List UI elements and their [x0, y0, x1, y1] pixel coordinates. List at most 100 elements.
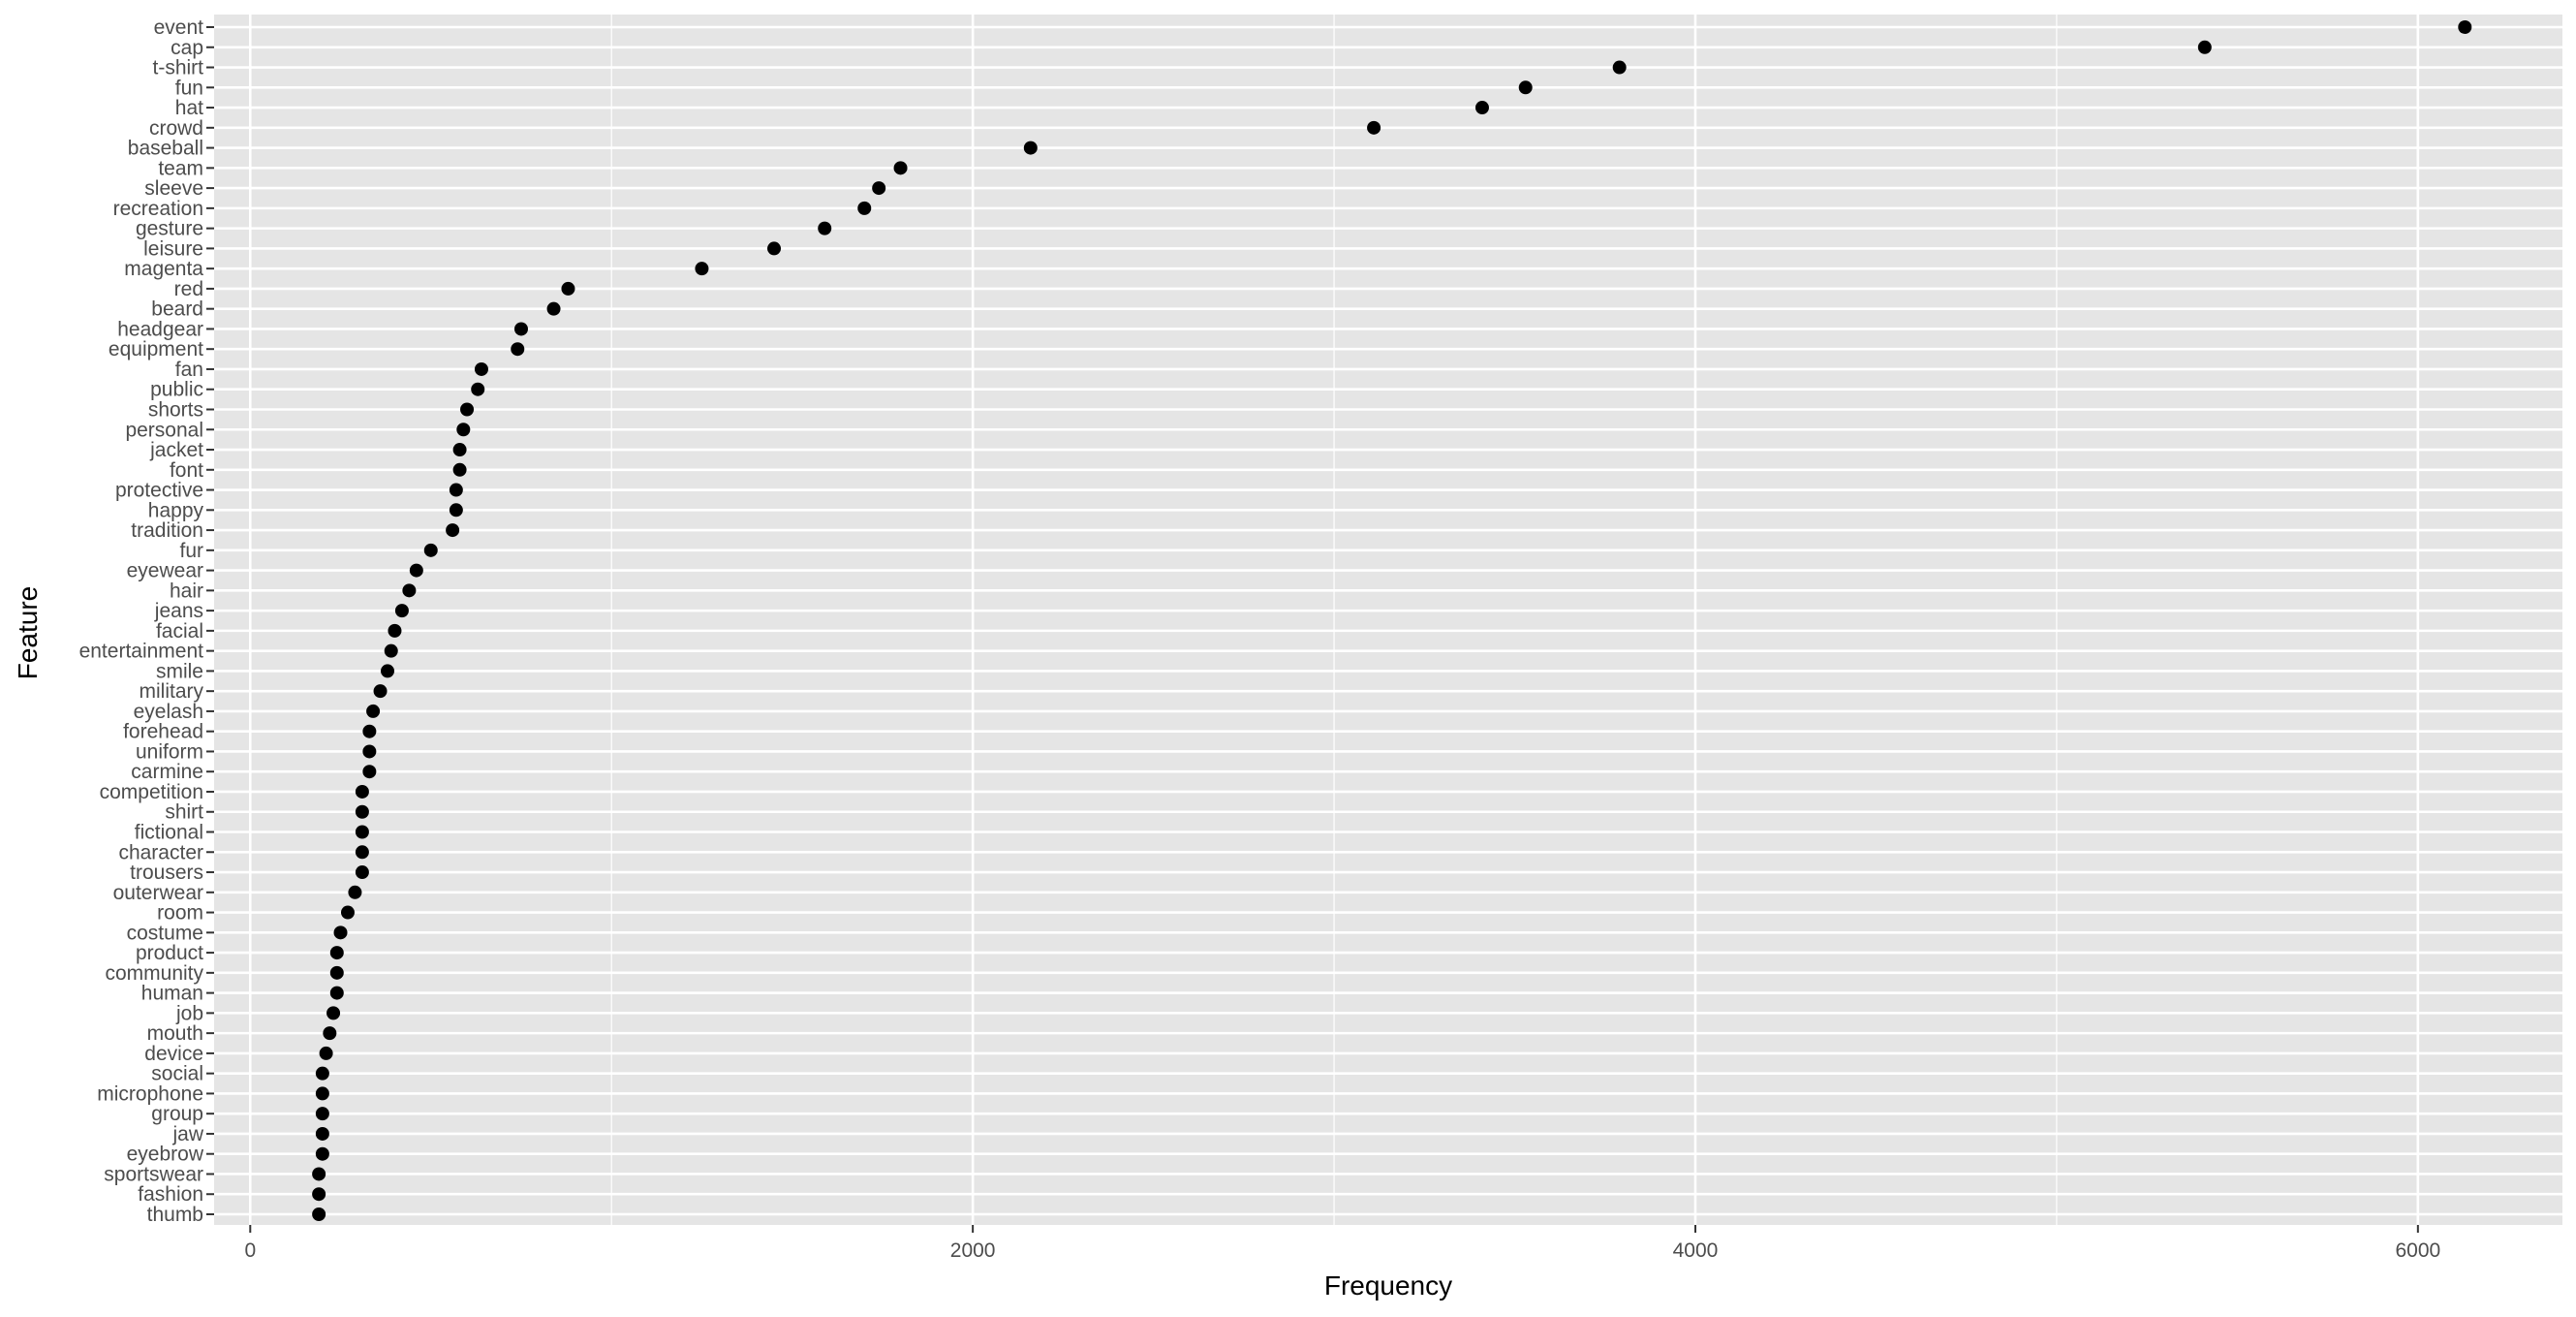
point-event	[2458, 20, 2472, 34]
y-tick-label-trousers: trousers	[130, 862, 203, 884]
y-tick-label-crowd: crowd	[149, 117, 203, 140]
y-tick-label-red: red	[174, 278, 203, 300]
y-tick-label-costume: costume	[127, 922, 203, 944]
y-tick-label-eyelash: eyelash	[134, 701, 203, 723]
point-recreation	[857, 201, 872, 215]
y-tick-label-sleeve: sleeve	[144, 177, 203, 200]
y-tick-label-happy: happy	[148, 499, 204, 521]
point-hair	[402, 583, 417, 598]
y-tick-label-job: job	[175, 1002, 203, 1024]
y-tick-label-smile: smile	[156, 660, 203, 682]
y-tick-label-fictional: fictional	[135, 822, 203, 844]
y-axis-title: Feature	[13, 586, 43, 680]
y-tick-label-team: team	[158, 157, 203, 179]
point-fashion	[312, 1187, 326, 1202]
y-tick-label-equipment: equipment	[109, 338, 203, 361]
y-tick-label-microphone: microphone	[97, 1082, 203, 1105]
point-carmine	[362, 765, 377, 779]
y-tick-label-hat: hat	[175, 97, 203, 119]
point-protective	[449, 483, 463, 497]
point-fun	[1518, 80, 1533, 95]
y-tick-label-competition: competition	[100, 781, 203, 803]
point-social	[315, 1066, 329, 1081]
point-shorts	[460, 402, 475, 417]
y-tick-label-protective: protective	[115, 480, 203, 502]
point-thumb	[312, 1207, 326, 1221]
point-eyelash	[366, 704, 381, 718]
point-sportswear	[312, 1167, 326, 1181]
y-tick-label-font: font	[170, 459, 203, 482]
point-community	[329, 965, 344, 980]
y-tick-label-baseball: baseball	[128, 138, 203, 160]
y-tick-label-magenta: magenta	[124, 258, 203, 280]
point-job	[326, 1006, 341, 1020]
point-personal	[456, 423, 471, 437]
point-microphone	[315, 1086, 329, 1101]
point-uniform	[362, 744, 377, 759]
y-tick-label-shorts: shorts	[148, 398, 203, 421]
point-sleeve	[872, 181, 886, 196]
y-tick-label-beard: beard	[151, 298, 203, 321]
y-tick-label-character: character	[118, 841, 203, 863]
y-tick-label-fan: fan	[175, 359, 203, 381]
point-happy	[449, 503, 463, 517]
point-jeans	[394, 604, 409, 618]
point-trousers	[355, 865, 369, 880]
y-tick-label-hair: hair	[170, 580, 203, 602]
y-tick-label-headgear: headgear	[117, 318, 203, 340]
y-tick-label-leisure: leisure	[143, 237, 203, 260]
y-axis: eventcapt-shirtfunhatcrowdbaseballteamsl…	[79, 16, 214, 1226]
point-entertainment	[384, 643, 398, 658]
point-competition	[355, 784, 369, 799]
point-magenta	[695, 262, 709, 276]
point-forehead	[362, 724, 377, 738]
y-tick-label-uniform: uniform	[136, 740, 203, 763]
point-costume	[333, 925, 348, 940]
point-group	[315, 1107, 329, 1121]
y-tick-label-personal: personal	[125, 419, 203, 441]
y-tick-label-device: device	[144, 1043, 203, 1065]
y-tick-label-outerwear: outerwear	[113, 882, 203, 904]
y-tick-label-eyebrow: eyebrow	[127, 1144, 204, 1166]
x-tick-label-4000: 4000	[1673, 1239, 1719, 1262]
y-tick-label-shirt: shirt	[165, 801, 203, 824]
point-hat	[1474, 101, 1489, 115]
y-tick-label-recreation: recreation	[113, 198, 203, 220]
point-jaw	[315, 1126, 329, 1141]
point-crowd	[1367, 120, 1381, 135]
point-eyewear	[409, 563, 423, 578]
y-tick-label-community: community	[105, 962, 203, 985]
point-baseball	[1023, 141, 1038, 155]
data-points	[312, 20, 2472, 1221]
y-tick-label-fur: fur	[179, 540, 203, 562]
point-product	[329, 946, 344, 960]
point-outerwear	[348, 885, 362, 899]
y-tick-label-carmine: carmine	[131, 761, 203, 783]
x-tick-label-0: 0	[244, 1239, 256, 1262]
y-tick-label-thumb: thumb	[147, 1204, 203, 1226]
point-device	[319, 1046, 333, 1060]
point-public	[471, 382, 485, 396]
y-tick-label-jaw: jaw	[171, 1123, 203, 1145]
y-tick-label-gesture: gesture	[136, 218, 203, 240]
y-tick-label-fashion: fashion	[138, 1183, 203, 1206]
point-fictional	[355, 825, 369, 839]
y-tick-label-group: group	[151, 1103, 203, 1125]
point-eyebrow	[315, 1146, 329, 1161]
point-jacket	[452, 443, 467, 457]
point-shirt	[355, 804, 369, 819]
x-axis: 0 2000 4000 6000	[244, 1225, 2440, 1262]
y-tick-label-fun: fun	[175, 77, 203, 99]
point-cap	[2197, 40, 2212, 54]
point-smile	[381, 664, 395, 678]
point-mouth	[323, 1026, 337, 1041]
point-t-shirt	[1612, 60, 1627, 75]
y-tick-label-social: social	[151, 1063, 203, 1085]
y-tick-label-military: military	[140, 680, 204, 703]
point-character	[355, 845, 369, 860]
y-tick-label-cap: cap	[171, 37, 203, 59]
point-room	[340, 905, 355, 920]
point-red	[561, 281, 575, 296]
y-tick-label-event: event	[154, 16, 204, 39]
